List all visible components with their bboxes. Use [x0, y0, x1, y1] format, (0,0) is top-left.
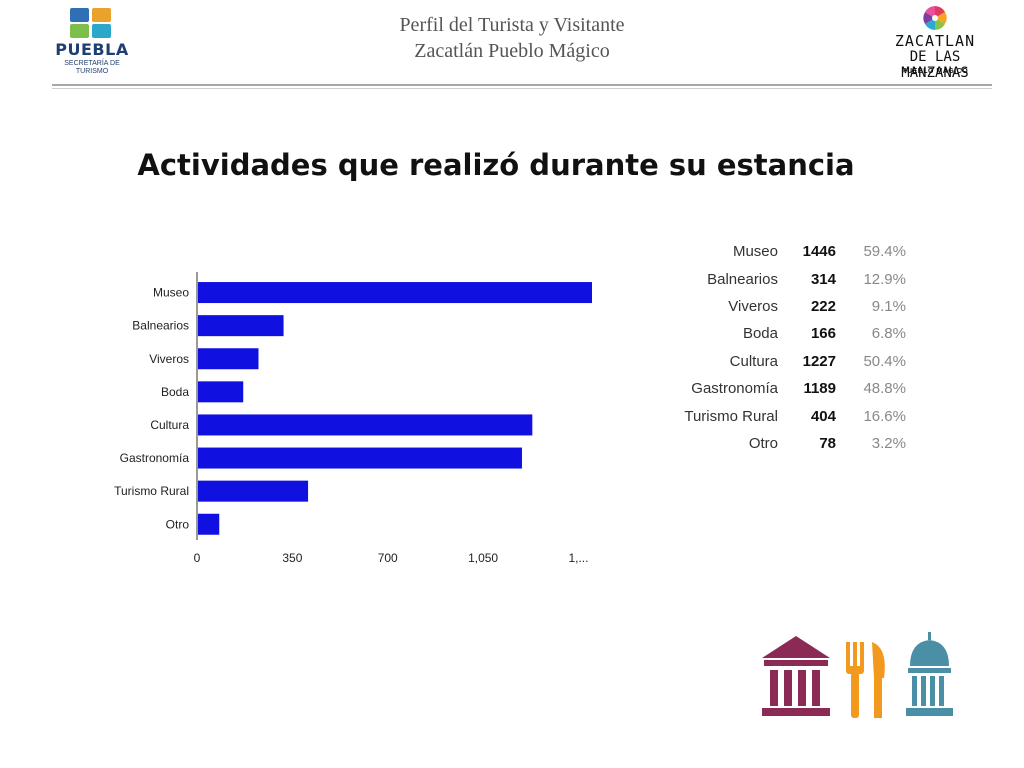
table-cell-name: Otro	[748, 434, 778, 452]
logo-square	[92, 8, 111, 22]
category-label: Otro	[166, 517, 190, 531]
table-cell-count: 222	[810, 297, 836, 315]
header-title-line1: Perfil del Turista y Visitante	[399, 14, 625, 36]
table-cell-name: Viveros	[728, 297, 778, 315]
bar-otro	[198, 513, 220, 535]
table-cell-count: 1227	[802, 352, 836, 370]
bar-boda	[198, 381, 244, 403]
table-cell-pct: 9.1%	[871, 297, 906, 315]
table-cell-count: 1446	[802, 243, 836, 261]
table-cell-name: Cultura	[729, 352, 778, 370]
x-tick-label: 1,050	[468, 551, 498, 565]
logo-square	[92, 24, 111, 38]
bar-viveros	[198, 348, 259, 370]
table-cell-name: Museo	[732, 243, 778, 261]
table-cell-pct: 12.9%	[863, 270, 906, 288]
zacatlan-line3: PUEBLO MÁGICO	[901, 68, 969, 75]
slide-title: Actividades que realizó durante su estan…	[137, 148, 855, 182]
pinwheel-icon	[923, 6, 947, 30]
capitol-dome-icon	[906, 632, 953, 716]
puebla-sub-line2: TURISMO	[75, 68, 109, 75]
table-cell-pct: 6.8%	[871, 325, 906, 343]
header-title: Perfil del Turista y Visitante Zacatlán …	[300, 12, 724, 64]
icons-group	[762, 632, 953, 718]
table-row: Boda 166 6.8%	[662, 320, 906, 347]
table-cell-count: 314	[810, 270, 836, 288]
header-divider	[52, 84, 992, 86]
table-cell-count: 166	[810, 325, 836, 343]
logo-square	[70, 8, 89, 22]
table-cell-pct: 3.2%	[871, 434, 906, 452]
table-row: Cultura 1227 50.4%	[662, 348, 906, 375]
bar-turismo-rural	[198, 480, 309, 502]
category-label: Viveros	[149, 352, 189, 366]
category-label: Boda	[161, 385, 189, 399]
header-divider-thin	[52, 88, 992, 89]
table-cell-name: Turismo Rural	[684, 407, 778, 425]
table-cell-name: Boda	[742, 325, 778, 343]
table-row: Balnearios 314 12.9%	[662, 265, 906, 292]
x-tick-label: 350	[282, 551, 302, 565]
data-table: Museo 1446 59.4% Balnearios 314 12.9% Viveros 2…	[662, 238, 906, 457]
x-tick-label: 0	[194, 551, 201, 565]
bar-museo	[198, 282, 592, 304]
table-cell-pct: 50.4%	[863, 352, 906, 370]
category-label: Museo	[153, 286, 189, 300]
zacatlan-line2: DE LAS MANZANAS	[901, 49, 969, 81]
table-cell-pct: 59.4%	[863, 243, 906, 261]
category-label: Turismo Rural	[114, 484, 189, 498]
puebla-sub: SECRETARÍA DE TURISMO	[52, 60, 132, 76]
table-row: Museo 1446 59.4%	[662, 238, 906, 265]
category-label: Balnearios	[132, 319, 189, 333]
table-row: Viveros 222 9.1%	[662, 293, 906, 320]
table-row: Turismo Rural 404 16.6%	[662, 402, 906, 429]
table-cell-pct: 48.8%	[863, 380, 906, 398]
table-cell-count: 78	[819, 434, 836, 452]
museum-icon	[762, 636, 830, 716]
bar-chart: Museo Balnearios Viveros Boda Cultura Gastron…	[114, 272, 592, 565]
puebla-sub-line1: SECRETARÍA DE	[64, 60, 120, 67]
x-tick-label: 1,...	[568, 551, 588, 565]
bar-cultura	[198, 414, 533, 436]
table-row: Gastronomía 1189 48.8%	[662, 375, 906, 402]
puebla-brand: PUEBLA	[55, 40, 129, 59]
fork-knife-icon	[846, 642, 885, 718]
table-cell-count: 404	[810, 407, 836, 425]
bar-gastronom-a	[198, 447, 522, 469]
x-tick-label: 700	[378, 551, 398, 565]
bar-balnearios	[198, 315, 284, 337]
table-cell-pct: 16.6%	[863, 407, 906, 425]
table-cell-name: Balnearios	[707, 270, 778, 288]
puebla-logo: PUEBLA SECRETARÍA DE TURISMO	[52, 4, 132, 90]
category-label: Cultura	[150, 418, 189, 432]
zacatlan-logo: ZACATLAN DE LAS MANZANAS PUEBLO MÁGICO	[872, 2, 998, 82]
category-label: Gastronomía	[120, 451, 190, 465]
zacatlan-line1: ZACATLAN	[894, 32, 976, 50]
table-row: Otro 78 3.2%	[662, 430, 906, 457]
table-cell-count: 1189	[803, 380, 836, 398]
logo-square	[70, 24, 89, 38]
header-title-line2: Zacatlán Pueblo Mágico	[414, 40, 610, 62]
table-cell-name: Gastronomía	[691, 380, 778, 398]
